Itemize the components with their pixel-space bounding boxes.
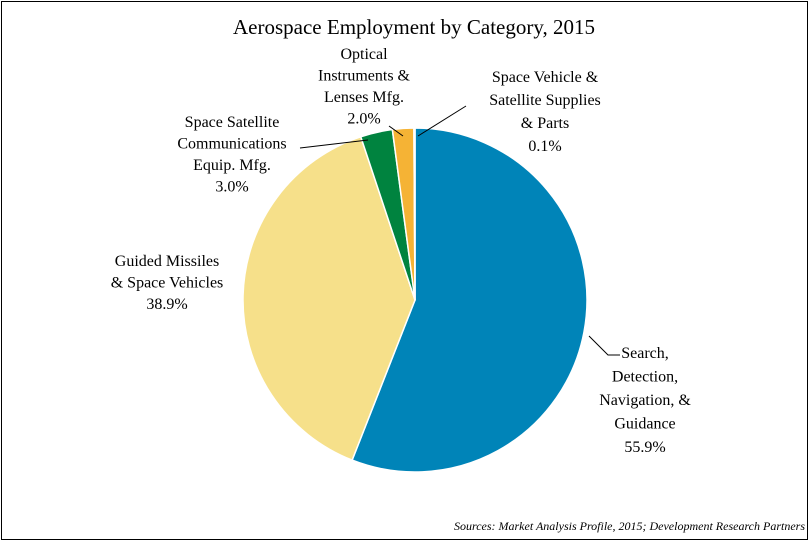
leader-search-detection-navigation-guidance [588,335,620,356]
label-line: Detection, [612,369,678,386]
label-line: Space Vehicle & [492,69,599,86]
pie-slices [242,127,588,473]
label-line: Navigation, & [599,392,691,409]
label-line: Optical [340,46,388,63]
label-line: Space Satellite [185,114,280,131]
label-search-detection-navigation-guidance: Search, Detection, Navigation, & Guidance 55… [599,345,691,456]
label-optical-instruments-lenses: Optical Instruments & Lenses Mfg. 2.0% [318,46,411,128]
label-line: Communications [177,136,286,153]
label-line: Lenses Mfg. [324,89,404,106]
slice-space-vehicle-supplies-parts [413,127,416,301]
label-space-vehicle-supplies-parts: Space Vehicle & Satellite Supplies & Parts… [489,69,601,155]
label-line: Satellite Supplies [489,92,601,109]
label-line: & Parts [521,115,569,132]
leader-optical-instruments-lenses [388,125,404,137]
label-line: Equip. Mfg. [193,157,271,174]
label-percent: 55.9% [624,439,665,456]
leader-space-vehicle-supplies-parts [417,105,467,137]
label-percent: 0.1% [528,138,561,155]
label-line: Guidance [614,416,675,433]
slice-guided-missiles-space-vehicles [242,136,416,461]
label-percent: 3.0% [215,179,248,196]
label-guided-missiles-space-vehicles: Guided Missiles & Space Vehicles 38.9% [111,253,224,313]
leader-lines [299,105,620,356]
slice-search-detection-navigation-guidance [351,127,588,473]
label-line: Instruments & [318,68,411,85]
label-percent: 38.9% [146,296,187,313]
label-percent: 2.0% [347,111,380,128]
source-note: Sources: Market Analysis Profile, 2015; … [454,519,805,533]
label-line: & Space Vehicles [111,275,224,292]
leader-space-satellite-communications [299,139,369,149]
slice-labels: Search, Detection, Navigation, & Guidance 55… [111,46,692,456]
label-line: Guided Missiles [115,253,219,270]
chart-title: Aerospace Employment by Category, 2015 [233,15,595,39]
label-space-satellite-communications: Space Satellite Communications Equip. Mfg.… [177,114,286,196]
label-line: Search, [621,345,669,362]
